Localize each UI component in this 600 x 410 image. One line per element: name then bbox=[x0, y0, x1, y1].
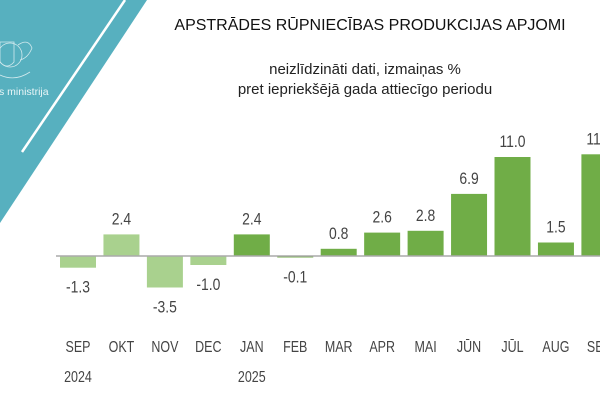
x-tick-label-2: NOV bbox=[151, 339, 178, 357]
data-label-0: -1.3 bbox=[66, 278, 90, 297]
data-label-7: 2.6 bbox=[372, 208, 391, 227]
data-label-6: 0.8 bbox=[329, 225, 348, 244]
bar-10 bbox=[494, 157, 531, 256]
data-label-12: 11.3 bbox=[586, 130, 600, 149]
data-label-8: 2.8 bbox=[416, 207, 435, 226]
x-tick-label-5: FEB bbox=[283, 339, 307, 357]
x-tick-label-4: JAN bbox=[240, 339, 264, 357]
coat-of-arms-logo bbox=[0, 41, 33, 79]
chart-subtitle-line-2: pret iepriekšējā gada attiecīgo periodu bbox=[237, 81, 493, 98]
data-label-11: 1.5 bbox=[546, 218, 565, 237]
bar-9 bbox=[451, 193, 488, 256]
bar-4 bbox=[233, 234, 270, 256]
chart-subtitle-line-1: neizlīdzināti dati, izmaiņas % bbox=[269, 61, 461, 78]
bar-0 bbox=[60, 256, 96, 268]
x-tick-label-0: SEP bbox=[66, 339, 91, 357]
data-label-10: 11.0 bbox=[499, 133, 525, 152]
x-tick-label-11: AUG bbox=[542, 339, 569, 357]
x-tick-label-7: APR bbox=[369, 339, 395, 357]
data-label-9: 6.9 bbox=[459, 170, 478, 189]
data-label-4: 2.4 bbox=[242, 210, 262, 229]
data-label-5: -0.1 bbox=[283, 268, 307, 287]
x-tick-label-3: DEC bbox=[195, 339, 221, 357]
x-tick-label-1: OKT bbox=[109, 339, 135, 357]
bar-11 bbox=[537, 242, 574, 256]
data-label-3: -1.0 bbox=[196, 276, 220, 295]
year-label-0: 2024 bbox=[64, 369, 92, 387]
bar-1 bbox=[103, 234, 140, 256]
bar-6 bbox=[320, 248, 357, 256]
x-tick-label-8: MAI bbox=[415, 339, 437, 357]
bar-3 bbox=[190, 256, 227, 265]
bar-12 bbox=[581, 154, 600, 256]
data-label-1: 2.4 bbox=[112, 210, 132, 229]
ministry-logo-text: s ministrija bbox=[0, 86, 49, 98]
x-tick-label-9: JŪN bbox=[457, 339, 481, 357]
x-tick-label-10: JŪL bbox=[501, 339, 523, 357]
x-tick-label-12: SEP bbox=[587, 339, 600, 357]
bar-7 bbox=[364, 232, 401, 256]
year-label-1: 2025 bbox=[238, 369, 266, 387]
bar-2 bbox=[146, 256, 183, 288]
data-label-2: -3.5 bbox=[153, 298, 177, 317]
chart-title: APSTRĀDES RŪPNIECĪBAS PRODUKCIJAS APJOMI bbox=[174, 17, 566, 34]
bar-8 bbox=[407, 230, 444, 256]
x-tick-label-6: MAR bbox=[325, 339, 353, 357]
